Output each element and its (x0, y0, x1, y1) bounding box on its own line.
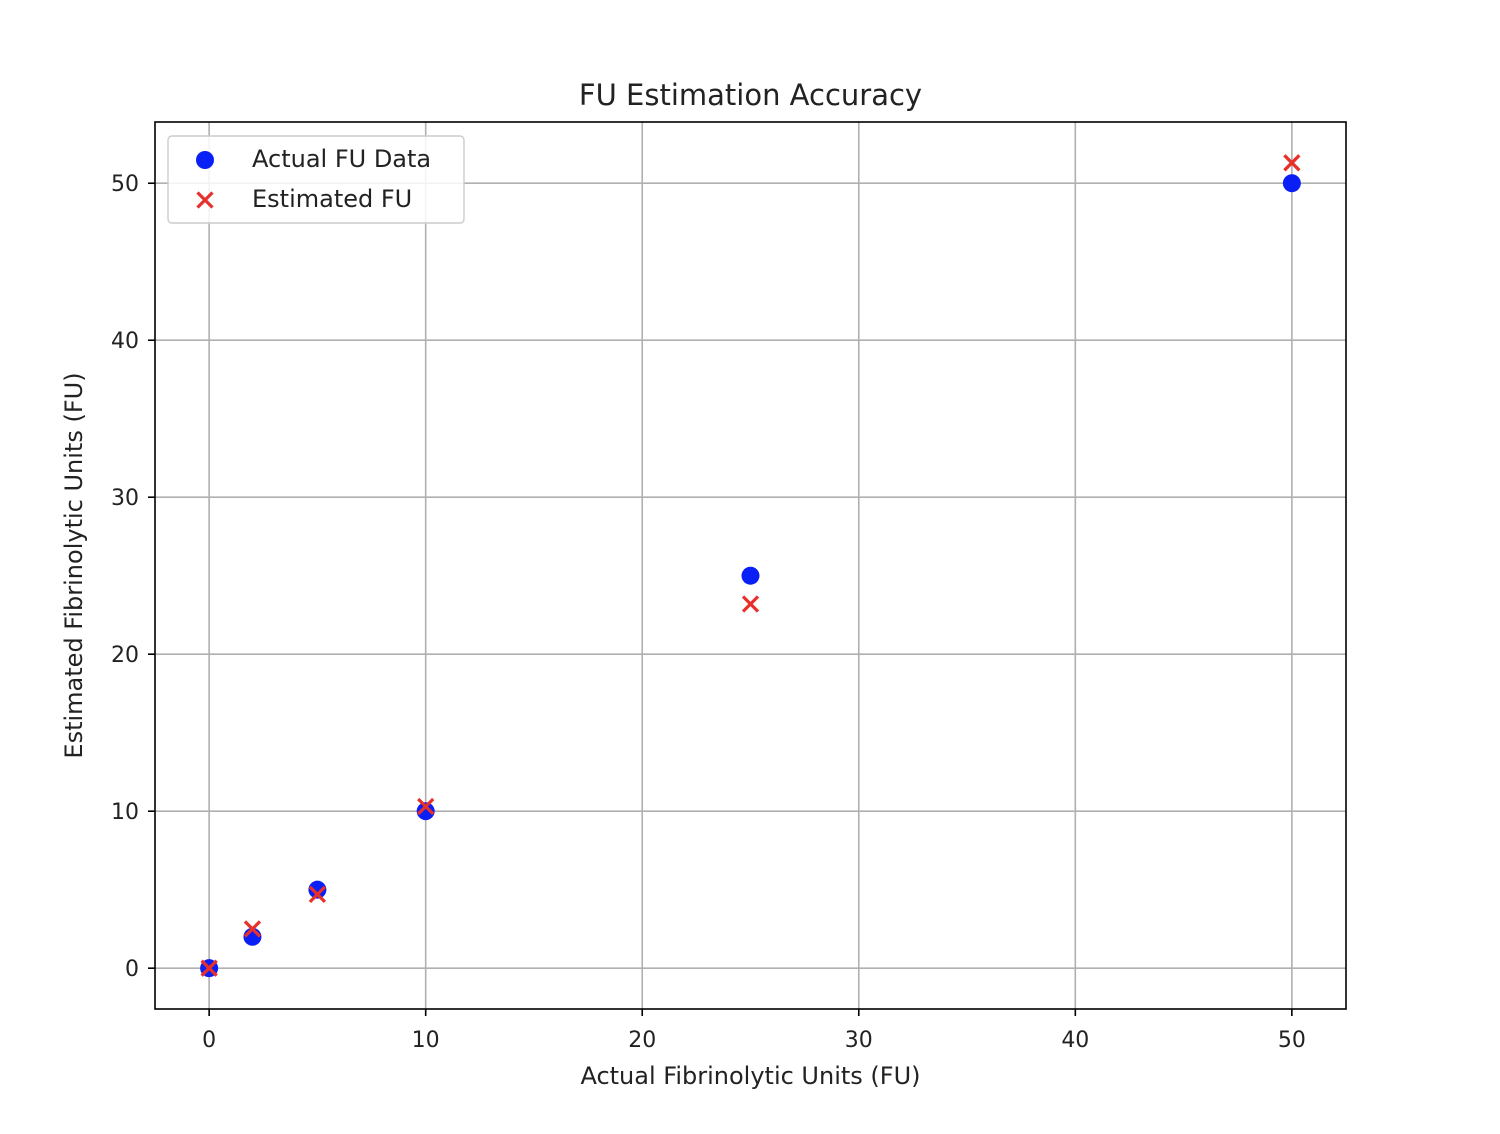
y-tick-label: 40 (111, 329, 139, 354)
x-axis-label: Actual Fibrinolytic Units (FU) (580, 1062, 920, 1090)
y-axis-label: Estimated Fibrinolytic Units (FU) (60, 372, 88, 758)
x-tick-label: 50 (1278, 1028, 1306, 1053)
estimated-point (1283, 154, 1301, 172)
estimated-point (243, 920, 262, 938)
series-2 (200, 154, 1301, 977)
y-tick-label: 20 (111, 643, 139, 668)
y-tick-label: 30 (111, 486, 139, 511)
estimated-point (308, 885, 327, 904)
estimated-point (417, 797, 435, 816)
x-tick-label: 40 (1061, 1028, 1089, 1053)
plot-frame (154, 121, 1347, 1010)
chart-title: FU Estimation Accuracy (579, 78, 922, 112)
grid (155, 122, 1346, 1009)
data-series (200, 154, 1301, 978)
legend-marker-2 (196, 191, 214, 209)
legend-box (167, 135, 465, 224)
legend: Actual FU Data Estimated FU (167, 135, 465, 224)
x-tick-label: 0 (202, 1028, 216, 1053)
actual-point (416, 802, 435, 821)
legend-label-2: Estimated FU (252, 185, 412, 213)
actual-point (308, 880, 327, 899)
estimated-point (200, 959, 218, 977)
estimated-point (741, 595, 760, 613)
x-tick-label: 10 (412, 1028, 440, 1053)
x-tick-label: 30 (845, 1028, 873, 1053)
y-tick-label: 0 (125, 957, 139, 982)
y-tick-label: 50 (111, 172, 139, 197)
y-tick-label: 10 (111, 800, 139, 825)
legend-label-1: Actual FU Data (252, 145, 431, 173)
x-tick-label: 20 (628, 1028, 656, 1053)
legend-marker-1 (196, 151, 214, 169)
actual-point (1282, 174, 1301, 193)
axis-ticks: 0 10 20 30 40 50 0 10 20 30 40 50 (111, 172, 1306, 1053)
actual-point (741, 566, 760, 585)
